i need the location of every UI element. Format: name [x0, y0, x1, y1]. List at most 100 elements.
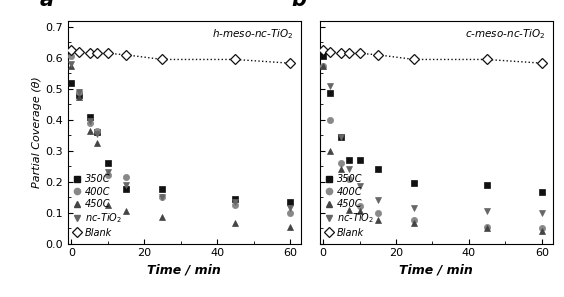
400C [75, 90, 82, 94]
450C [338, 168, 345, 171]
400C [338, 161, 345, 165]
Blank [484, 58, 491, 61]
350C [75, 93, 82, 97]
450C [232, 222, 239, 225]
350C [287, 200, 293, 203]
nc-TiO$_2$ [356, 184, 363, 188]
400C [327, 118, 334, 121]
450C [75, 95, 82, 98]
350C [320, 55, 327, 58]
350C [232, 197, 239, 200]
Line: nc-TiO$_2$: nc-TiO$_2$ [320, 49, 545, 216]
Blank [345, 51, 352, 55]
350C [411, 181, 418, 185]
350C [539, 191, 545, 194]
Blank [374, 53, 381, 57]
Line: 350C: 350C [320, 53, 545, 196]
Line: Blank: Blank [68, 47, 293, 67]
400C [356, 205, 363, 208]
450C [104, 203, 111, 207]
nc-TiO$_2$ [374, 198, 381, 202]
400C [374, 211, 381, 214]
Blank [104, 51, 111, 55]
nc-TiO$_2$ [287, 206, 293, 210]
400C [159, 195, 166, 199]
Blank [75, 50, 82, 53]
nc-TiO$_2$ [338, 135, 345, 139]
450C [411, 222, 418, 225]
450C [327, 149, 334, 152]
Blank [287, 61, 293, 65]
450C [94, 141, 100, 145]
450C [484, 226, 491, 230]
nc-TiO$_2$ [484, 209, 491, 213]
Line: 450C: 450C [68, 63, 293, 230]
350C [327, 92, 334, 95]
Blank [159, 58, 166, 61]
450C [320, 64, 327, 67]
Text: b: b [292, 0, 307, 10]
450C [374, 219, 381, 222]
nc-TiO$_2$ [104, 170, 111, 174]
nc-TiO$_2$ [159, 195, 166, 199]
350C [68, 81, 74, 84]
nc-TiO$_2$ [86, 120, 93, 123]
nc-TiO$_2$ [232, 200, 239, 203]
450C [356, 209, 363, 213]
nc-TiO$_2$ [411, 206, 418, 210]
400C [345, 177, 352, 180]
nc-TiO$_2$ [75, 90, 82, 94]
Line: 450C: 450C [320, 63, 545, 234]
400C [484, 225, 491, 228]
Blank [232, 58, 239, 61]
350C [159, 188, 166, 191]
Blank [327, 50, 334, 53]
400C [94, 129, 100, 132]
nc-TiO$_2$ [94, 132, 100, 135]
Text: c-meso-nc-TiO$_2$: c-meso-nc-TiO$_2$ [465, 27, 546, 41]
Blank [122, 53, 129, 57]
nc-TiO$_2$ [327, 84, 334, 88]
Blank [338, 51, 345, 55]
450C [68, 64, 74, 67]
400C [68, 55, 74, 58]
nc-TiO$_2$ [68, 62, 74, 66]
450C [287, 225, 293, 228]
Blank [68, 48, 74, 52]
350C [484, 183, 491, 187]
Line: 350C: 350C [68, 80, 293, 205]
350C [94, 130, 100, 134]
Line: 400C: 400C [320, 63, 545, 231]
Y-axis label: Partial Coverage (θ): Partial Coverage (θ) [32, 76, 42, 188]
Text: a: a [39, 0, 54, 10]
350C [104, 161, 111, 165]
350C [374, 168, 381, 171]
350C [345, 158, 352, 162]
Blank [94, 51, 100, 55]
450C [86, 129, 93, 132]
nc-TiO$_2$ [345, 168, 352, 171]
Blank [539, 61, 545, 65]
Blank [320, 48, 327, 52]
450C [345, 208, 352, 211]
400C [287, 211, 293, 214]
Legend: 350C, 400C, 450C, nc-TiO$_2$, Blank: 350C, 400C, 450C, nc-TiO$_2$, Blank [324, 173, 375, 239]
350C [122, 188, 129, 191]
X-axis label: Time / min: Time / min [147, 264, 221, 277]
450C [122, 209, 129, 213]
Blank [356, 51, 363, 55]
400C [539, 226, 545, 230]
Blank [86, 51, 93, 55]
Legend: 350C, 400C, 450C, nc-TiO$_2$, Blank: 350C, 400C, 450C, nc-TiO$_2$, Blank [73, 173, 123, 239]
400C [104, 174, 111, 177]
450C [539, 229, 545, 233]
400C [86, 121, 93, 125]
nc-TiO$_2$ [320, 50, 327, 53]
Line: nc-TiO$_2$: nc-TiO$_2$ [68, 61, 293, 211]
Blank [411, 58, 418, 61]
400C [232, 203, 239, 207]
Line: Blank: Blank [320, 47, 545, 67]
350C [86, 115, 93, 119]
400C [320, 64, 327, 67]
Text: h-meso-nc-TiO$_2$: h-meso-nc-TiO$_2$ [212, 27, 294, 41]
